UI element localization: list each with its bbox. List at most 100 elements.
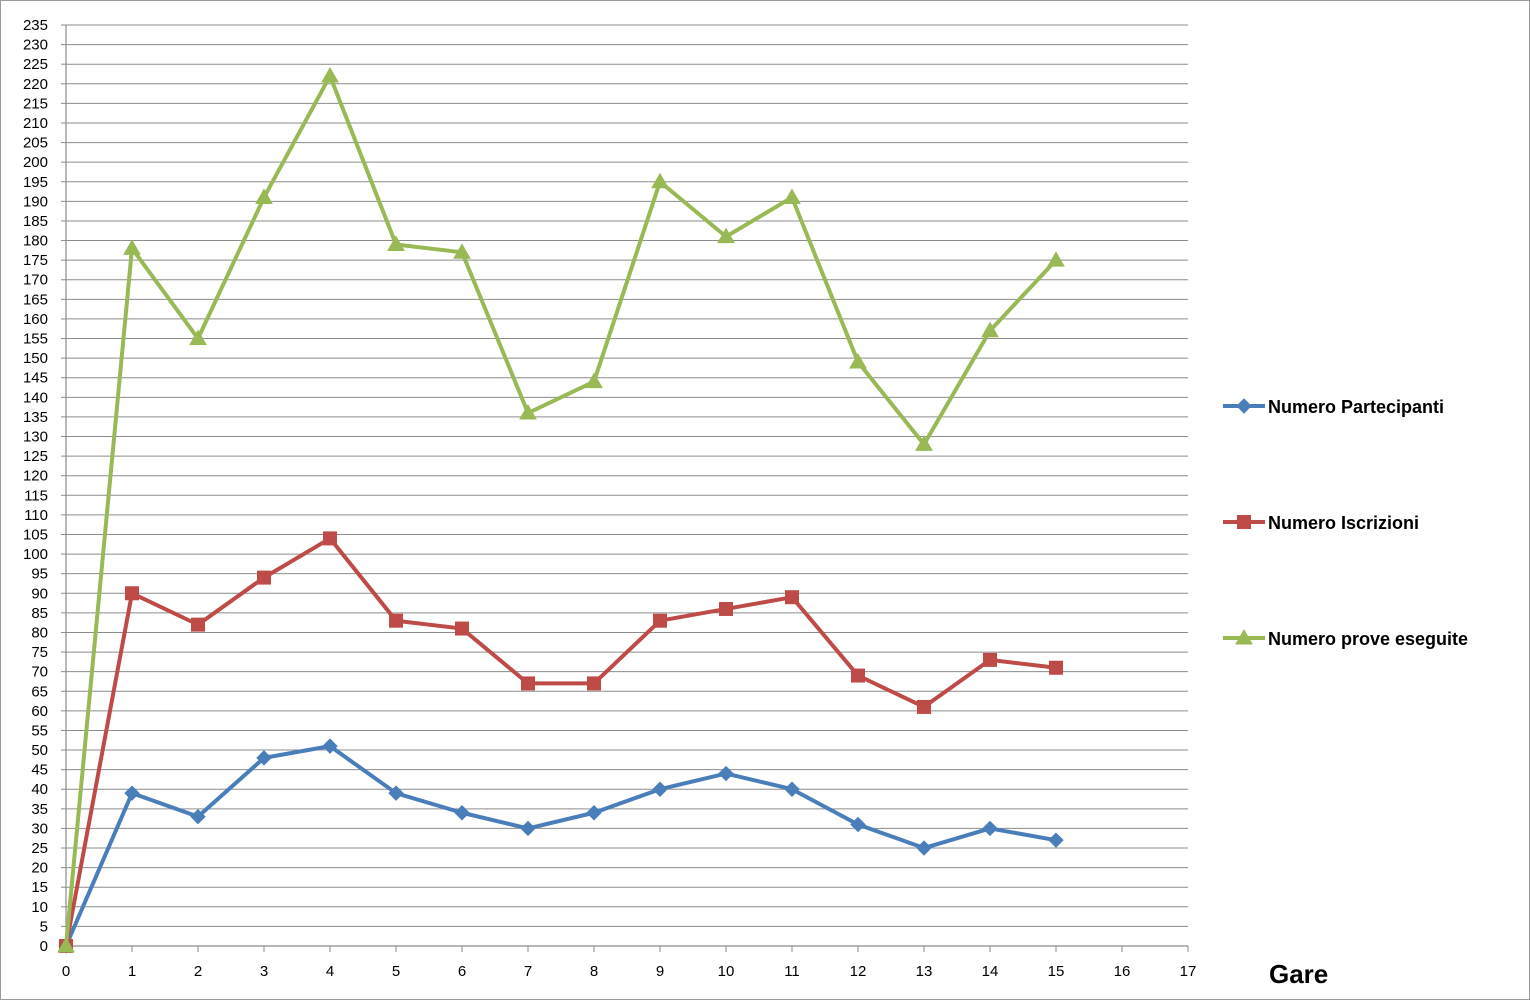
y-tick-label: 185 [23,213,48,230]
y-tick-label: 55 [31,722,48,739]
y-tick-label: 230 [23,37,48,54]
series-line [64,744,1057,947]
data-point [123,239,141,255]
y-tick-label: 155 [23,331,48,348]
y-tick-label: 20 [31,860,48,877]
legend-swatch-marker [1236,398,1252,414]
data-point [389,613,403,628]
y-tick-label: 50 [31,742,48,759]
y-tick-label: 160 [23,311,48,328]
data-point [321,66,339,83]
y-tick-label: 5 [40,918,48,935]
data-point [125,586,139,601]
data-point [257,570,271,585]
y-tick-label: 100 [23,546,48,563]
x-tick-label: 16 [1114,963,1131,980]
series-triangle [57,66,1065,953]
data-point [256,750,272,766]
data-point [717,227,735,244]
x-tick-label: 1 [128,963,136,980]
data-point [653,613,667,628]
y-tick-label: 235 [23,17,48,34]
y-tick-label: 135 [23,409,48,426]
series-line [64,73,1058,947]
data-point [520,820,536,837]
y-tick-label: 60 [31,703,48,720]
y-tick-label: 120 [23,468,48,485]
data-point [784,781,800,797]
y-tick-label: 190 [23,193,48,210]
x-tick-label: 14 [982,963,999,980]
data-point [1049,660,1063,675]
data-point [915,435,933,451]
y-tick-label: 0 [40,938,48,955]
data-point [453,243,471,259]
x-tick-label: 17 [1180,963,1197,980]
x-tick-label: 12 [850,963,867,980]
y-tick-label: 200 [23,154,48,171]
data-point [719,601,733,616]
data-point [190,808,206,825]
data-point [1048,832,1064,848]
x-tick-label: 15 [1048,963,1065,980]
x-tick-label: 3 [260,963,268,980]
x-tick-label: 11 [784,963,800,980]
y-tick-label: 115 [24,487,48,504]
data-point [917,699,931,714]
data-point [651,172,669,189]
x-tick-label: 2 [194,963,202,980]
data-point [191,617,205,632]
x-tick-label: 0 [62,963,70,980]
data-point [849,353,867,369]
y-tick-label: 65 [31,683,48,700]
x-tick-label: 7 [524,963,532,980]
legend-entry: Numero prove eseguite [1223,628,1468,649]
y-tick-label: 220 [23,76,48,93]
x-tick-label: 10 [718,963,735,980]
data-point [586,805,602,821]
series-square [59,531,1063,953]
y-tick-label: 30 [31,820,48,837]
data-point [982,820,998,837]
legend-swatch-marker [1237,515,1251,529]
y-tick-label: 110 [24,507,48,524]
legend: Numero Partecipanti Numero Iscrizioni Nume… [1223,397,1468,649]
data-point [57,936,75,953]
data-point [521,676,535,691]
x-tick-label: 8 [590,963,598,980]
data-point [454,805,470,821]
data-point [323,531,337,546]
y-tick-label: 205 [23,135,48,152]
legend-label: Numero prove eseguite [1268,629,1468,649]
legend-entry: Numero Iscrizioni [1223,513,1419,533]
data-point [388,785,404,801]
data-point [322,738,338,754]
y-tick-label: 225 [23,56,48,73]
data-point [585,372,603,389]
axes: 0510152025303540455055606570758085909510… [23,17,1196,980]
data-point [189,329,207,346]
y-tick-label: 165 [23,291,48,308]
y-tick-label: 210 [23,115,48,132]
series-group [57,66,1065,954]
data-point [981,321,999,338]
y-tick-label: 145 [23,370,48,387]
y-tick-label: 175 [23,252,48,269]
y-tick-label: 105 [23,526,48,543]
data-point [455,621,469,636]
data-point [255,188,273,204]
legend-label: Numero Iscrizioni [1268,513,1419,533]
x-tick-label: 5 [392,963,400,980]
data-point [387,235,405,251]
y-tick-label: 70 [31,664,48,681]
x-tick-label: 6 [458,963,466,980]
y-tick-label: 140 [23,389,48,406]
y-tick-label: 215 [23,95,48,112]
x-tick-label: 13 [916,963,933,980]
data-point [718,765,734,782]
y-tick-label: 125 [23,448,48,465]
y-tick-label: 95 [31,566,48,583]
legend-label: Numero Partecipanti [1268,397,1444,417]
y-tick-label: 195 [23,174,48,191]
